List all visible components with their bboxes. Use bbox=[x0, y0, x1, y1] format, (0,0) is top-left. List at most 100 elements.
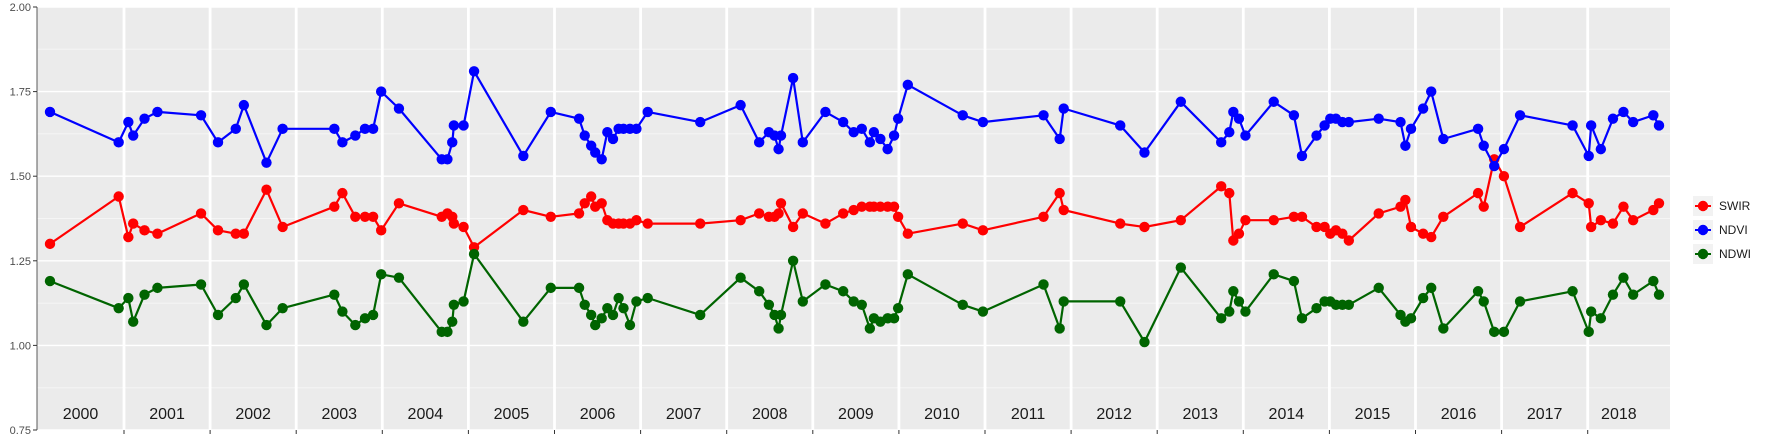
data-point-ndvi bbox=[837, 116, 849, 128]
data-point-ndwi bbox=[579, 299, 590, 310]
data-point-ndwi bbox=[1240, 306, 1251, 317]
data-point-swir bbox=[113, 191, 124, 202]
data-point-ndvi bbox=[195, 110, 207, 121]
data-point-swir bbox=[875, 201, 886, 212]
data-point-ndvi bbox=[590, 147, 601, 158]
data-point-ndvi bbox=[212, 137, 224, 148]
data-point-ndwi bbox=[1175, 262, 1187, 273]
y-tick-label: 1.75 bbox=[10, 87, 31, 99]
data-point-ndwi bbox=[393, 272, 405, 283]
data-point-swir bbox=[856, 201, 867, 212]
data-point-ndvi bbox=[579, 130, 590, 141]
data-point-ndwi bbox=[1216, 313, 1227, 324]
data-point-ndwi bbox=[1498, 326, 1510, 338]
data-point-ndvi bbox=[775, 130, 787, 141]
data-point-swir bbox=[848, 204, 859, 216]
data-point-ndvi bbox=[631, 123, 642, 135]
y-tick-label: 1.25 bbox=[10, 256, 31, 268]
data-point-ndwi bbox=[1038, 279, 1049, 290]
data-point-ndwi bbox=[1595, 313, 1607, 324]
data-point-ndvi bbox=[545, 106, 556, 118]
data-point-ndvi bbox=[1343, 116, 1355, 128]
data-point-ndvi bbox=[607, 133, 619, 145]
data-point-ndvi bbox=[695, 116, 706, 128]
data-point-swir bbox=[1311, 221, 1322, 233]
data-point-ndvi bbox=[1472, 123, 1484, 135]
data-point-ndwi bbox=[123, 292, 134, 304]
data-point-swir bbox=[797, 208, 809, 219]
data-point-swir bbox=[458, 221, 469, 233]
data-point-ndvi bbox=[1583, 150, 1594, 162]
data-point-swir bbox=[957, 218, 968, 229]
data-point-swir bbox=[775, 198, 787, 209]
data-point-ndvi bbox=[123, 116, 134, 128]
data-point-ndwi bbox=[1054, 323, 1065, 334]
data-point-ndvi bbox=[1618, 106, 1629, 118]
data-point-ndwi bbox=[329, 289, 340, 300]
data-point-ndwi bbox=[1228, 286, 1239, 297]
data-point-ndwi bbox=[1627, 289, 1639, 300]
legend-label-swir: SWIR bbox=[1719, 199, 1751, 213]
data-point-ndwi bbox=[230, 292, 241, 304]
data-point-swir bbox=[1607, 218, 1619, 229]
data-point-ndwi bbox=[337, 306, 348, 317]
data-point-ndwi bbox=[152, 282, 163, 294]
data-point-ndwi bbox=[695, 309, 706, 321]
year-label: 2018 bbox=[1601, 406, 1637, 423]
y-tick-label: 0.75 bbox=[10, 425, 31, 437]
data-point-swir bbox=[1618, 201, 1629, 212]
data-point-ndwi bbox=[1058, 296, 1069, 307]
data-point-swir bbox=[888, 201, 900, 212]
data-point-ndwi bbox=[837, 286, 849, 297]
data-point-ndvi bbox=[1405, 123, 1417, 135]
data-point-swir bbox=[44, 238, 56, 250]
data-point-swir bbox=[1216, 181, 1227, 192]
data-point-ndvi bbox=[797, 137, 809, 148]
data-point-swir bbox=[152, 228, 163, 239]
data-point-swir bbox=[277, 221, 288, 233]
year-label: 2008 bbox=[752, 406, 788, 423]
data-point-ndwi bbox=[1311, 302, 1322, 314]
year-label: 2010 bbox=[924, 406, 960, 423]
data-point-swir bbox=[1653, 198, 1665, 209]
data-point-ndvi bbox=[518, 150, 529, 162]
data-point-ndvi bbox=[442, 154, 453, 165]
data-point-ndvi bbox=[902, 79, 914, 91]
data-point-ndwi bbox=[957, 299, 968, 310]
data-point-ndwi bbox=[468, 248, 480, 260]
data-point-ndvi bbox=[1567, 120, 1578, 131]
data-point-ndwi bbox=[195, 279, 207, 290]
data-point-swir bbox=[787, 221, 799, 233]
data-point-swir bbox=[375, 225, 387, 236]
data-point-ndwi bbox=[573, 282, 585, 294]
data-point-swir bbox=[642, 218, 653, 229]
data-point-ndvi bbox=[1595, 143, 1607, 155]
data-point-ndvi bbox=[892, 113, 904, 124]
data-point-ndvi bbox=[393, 103, 405, 114]
data-point-ndvi bbox=[642, 106, 653, 118]
data-point-ndwi bbox=[113, 302, 124, 314]
data-point-ndwi bbox=[1567, 286, 1578, 297]
year-label: 2001 bbox=[149, 406, 185, 423]
data-point-ndvi bbox=[1373, 113, 1384, 124]
year-label: 2003 bbox=[321, 406, 357, 423]
data-point-swir bbox=[1343, 235, 1355, 246]
year-label: 2011 bbox=[1011, 406, 1046, 423]
data-point-ndvi bbox=[820, 106, 831, 118]
data-point-ndwi bbox=[775, 309, 787, 321]
data-point-swir bbox=[1498, 171, 1510, 182]
data-point-swir bbox=[1058, 204, 1069, 216]
data-point-swir bbox=[1583, 198, 1594, 209]
data-point-ndvi bbox=[856, 123, 867, 135]
data-point-ndwi bbox=[631, 296, 642, 307]
data-point-ndwi bbox=[1296, 313, 1308, 324]
data-point-ndvi bbox=[1115, 120, 1126, 131]
data-point-swir bbox=[1268, 214, 1279, 226]
data-point-swir bbox=[1139, 221, 1150, 233]
data-point-ndvi bbox=[1417, 103, 1429, 114]
data-point-ndwi bbox=[892, 302, 904, 314]
data-point-ndwi bbox=[977, 306, 989, 317]
y-tick-label: 1.50 bbox=[10, 171, 31, 183]
data-point-ndwi bbox=[624, 319, 636, 331]
y-tick-label: 1.00 bbox=[10, 340, 31, 352]
